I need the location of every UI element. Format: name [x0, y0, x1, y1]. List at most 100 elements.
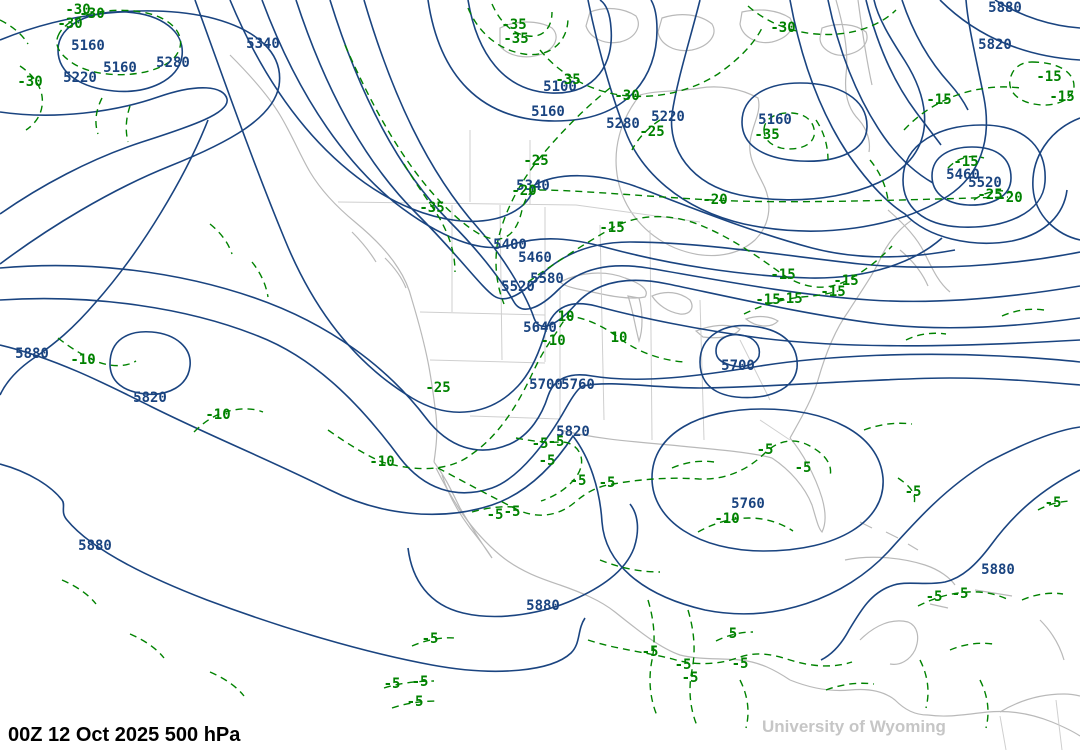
- contour-5820-greenland: [939, 0, 1080, 61]
- temp-contour-label: -30: [65, 2, 91, 18]
- height-contour-label: 5520: [968, 175, 1002, 191]
- height-contour-label: 5880: [526, 598, 560, 614]
- contour-5760-main: [0, 297, 1080, 494]
- contour-5700-lakes: [699, 324, 798, 399]
- contour-5460-low3: [931, 146, 1012, 206]
- contour-5280-nw: [0, 10, 281, 265]
- temp-contour-label: -20: [997, 190, 1023, 206]
- contour-5220-low2: [670, 0, 926, 201]
- state-borders-group: [337, 130, 1063, 750]
- height-contour-label: 5820: [133, 390, 167, 406]
- temp-contour-label: -5: [486, 507, 504, 523]
- temp-contour-label: -15: [1036, 69, 1062, 85]
- contour-5220-hook: [0, 87, 228, 215]
- height-contour-label: 5400: [493, 237, 527, 253]
- temp-contour-label: -25: [523, 153, 549, 169]
- height-contour-label: 5280: [606, 116, 640, 132]
- contour-5880-pacific: [0, 119, 209, 396]
- temp-contour-label: -30: [57, 16, 83, 32]
- contour-5580-main: [363, 0, 1080, 329]
- temp-contour-label: 5: [728, 626, 738, 642]
- height-contour-label: 5880: [988, 0, 1022, 16]
- height-contour-label: 5280: [156, 55, 190, 71]
- contour-5340-main: [229, 0, 956, 258]
- temp-contour-label: -15: [755, 292, 781, 308]
- temp-contour-label: -5: [569, 473, 587, 489]
- temp-contour-label: -35: [419, 200, 445, 216]
- height-contour-label: 5340: [516, 178, 550, 194]
- temp-contour-label: -5: [547, 434, 565, 450]
- attribution: University of Wyoming: [762, 717, 946, 736]
- contour-5820-high: [109, 330, 191, 396]
- temp-contour-label: -5: [598, 475, 616, 491]
- temp-contour-label: -30: [79, 6, 105, 22]
- temp-contour-label: -35: [503, 31, 529, 47]
- temp-contour-label: -25: [639, 124, 665, 140]
- temp-contour-label: -5: [904, 484, 922, 500]
- height-contour-label: 5580: [530, 271, 564, 287]
- temp-contour-label: -35: [555, 72, 581, 88]
- contour-5160-low2: [741, 82, 868, 162]
- temp-contour-label: -10: [205, 407, 231, 423]
- height-contour-label: 5520: [501, 279, 535, 295]
- temp-contour-label: -15: [833, 273, 859, 289]
- contour-5160-n: [427, 0, 658, 122]
- height-contour-label: 5160: [103, 60, 137, 76]
- temp-contour-label: -15: [926, 92, 952, 108]
- temp-contour-label: -5: [951, 586, 969, 602]
- temp-contour-label: -20: [702, 192, 728, 208]
- temp-contour-label: -5: [731, 656, 749, 672]
- temp-contour-label: -5: [411, 674, 429, 690]
- temp-contour-label: -10: [540, 333, 566, 349]
- contour-5400-main: [261, 0, 943, 279]
- temp-contour-label: -5: [681, 670, 699, 686]
- height-contour-label: 5100: [543, 79, 577, 95]
- temp-contour-label: -35: [754, 127, 780, 143]
- height-contour-label: 5220: [63, 70, 97, 86]
- contour-5280-low2: [587, 0, 988, 232]
- temp-contour-label: -20: [511, 183, 537, 199]
- height-contour-label: 5880: [981, 562, 1015, 578]
- temp-contour-label: -30: [17, 74, 43, 90]
- contour-5640-main: [194, 0, 1080, 414]
- temp-contour-label: -5: [538, 453, 556, 469]
- temp-contour-label: -5: [503, 504, 521, 520]
- contour-5880-mexico: [407, 503, 639, 618]
- contour-5700-main: [0, 264, 1080, 451]
- height-contour-label: 5160: [531, 104, 565, 120]
- height-contour-label: 5700: [529, 377, 563, 393]
- height-contour-label: 5460: [946, 167, 980, 183]
- temp-contour-label: -5: [406, 694, 424, 710]
- contour-5880-caribbean: [820, 469, 1080, 661]
- contour-5460-main: [295, 0, 1080, 300]
- contour-5880-greenland: [994, 0, 1080, 29]
- temp-contour-label: -25: [977, 187, 1003, 203]
- height-contour-label: 5160: [758, 112, 792, 128]
- temp-contour-label: -5: [925, 589, 943, 605]
- map-title: 00Z 12 Oct 2025 500 hPa: [8, 724, 241, 746]
- temp-contour-label: -15: [599, 220, 625, 236]
- contour-5820-main: [0, 344, 1080, 615]
- temp-contour-label: 10: [610, 330, 628, 346]
- height-contour-label: 5340: [246, 36, 280, 52]
- contour-5760-se-low: [651, 408, 884, 552]
- temp-contour-label: -10: [369, 454, 395, 470]
- temp-contour-label: -15: [770, 267, 796, 283]
- contour-5520-low3: [902, 124, 1046, 228]
- height-contour-label: 5640: [523, 320, 557, 336]
- height-contour-label: 5880: [78, 538, 112, 554]
- height-contour-label: 5220: [651, 109, 685, 125]
- temp-contour-label: -30: [614, 88, 640, 104]
- temp-contour-label: -5: [794, 460, 812, 476]
- height-contour-label: 5760: [731, 496, 765, 512]
- height-contour-label: 5460: [518, 250, 552, 266]
- height-contour-label: 5160: [71, 38, 105, 54]
- contour-5520-main: [329, 0, 1080, 310]
- contour-5100: [467, 0, 613, 94]
- temp-contour-label: -15: [777, 291, 803, 307]
- temp-contour-label: -25: [425, 380, 451, 396]
- height-contour-label: 5760: [561, 377, 595, 393]
- temp-contour-label: -30: [770, 20, 796, 36]
